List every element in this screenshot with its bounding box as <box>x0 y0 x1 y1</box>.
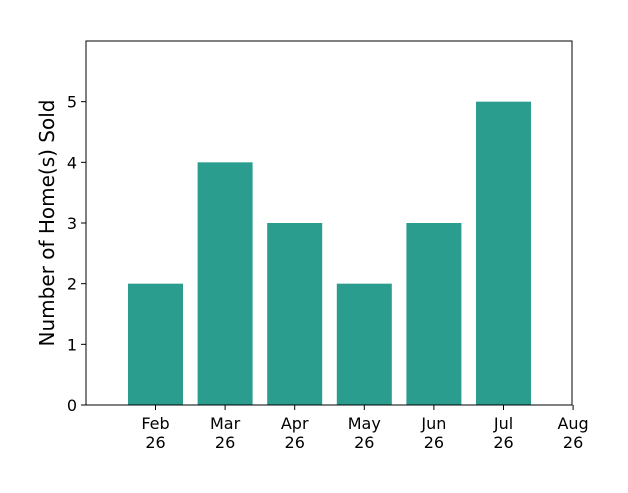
x-tick-label: Apr 26 <box>281 414 309 452</box>
x-axis: Feb 26 Mar 26 Apr 26 May 26 Jun 26 Jul 26 Aug 26 <box>141 405 589 452</box>
y-tick-label: 5 <box>67 93 77 112</box>
y-axis-title: Number of Home(s) Sold <box>35 100 59 347</box>
y-tick-label: 3 <box>67 214 77 233</box>
bars-group <box>128 101 531 406</box>
bar-5 <box>476 101 531 406</box>
x-tick-label: Mar 26 <box>210 414 241 452</box>
x-tick-label: Jun 26 <box>420 414 446 452</box>
bar-1 <box>197 162 253 405</box>
bar-0 <box>128 283 183 405</box>
bar-4 <box>406 223 462 405</box>
bar-3 <box>336 283 392 405</box>
x-tick-label: Jul 26 <box>493 414 514 452</box>
bar-2 <box>267 223 323 405</box>
x-tick-label: May 26 <box>348 414 381 452</box>
y-tick-label: 4 <box>67 153 77 172</box>
y-axis: 0 1 2 3 4 5 <box>67 93 86 415</box>
y-tick-label: 1 <box>67 335 77 354</box>
x-tick-label: Aug 26 <box>557 414 588 452</box>
y-tick-label: 2 <box>67 275 77 294</box>
y-tick-label: 0 <box>67 396 77 415</box>
x-tick-label: Feb 26 <box>141 414 169 452</box>
